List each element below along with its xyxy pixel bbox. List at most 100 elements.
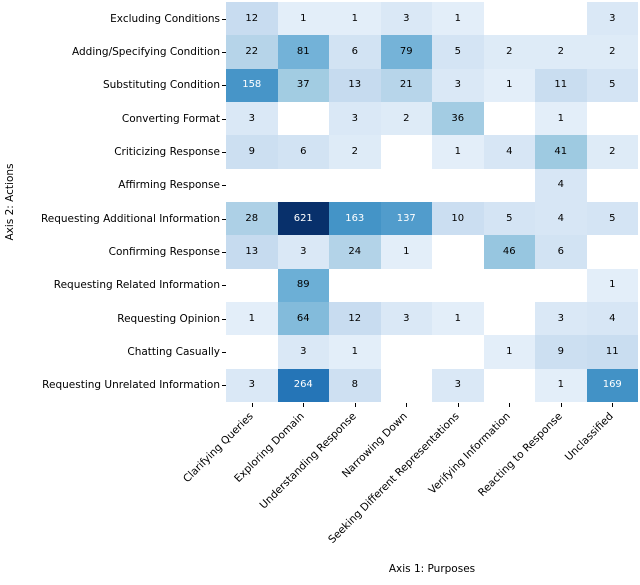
heatmap-cell (329, 168, 381, 202)
heatmap-plot: 12 1 1 3 1 3 22 81 6 79 5 2 2 2 158 37 13 21 3 1 11 5 3 3 2 36 1 9 6… (226, 2, 638, 402)
x-tick-mark (354, 403, 356, 407)
heatmap-cell (483, 368, 535, 402)
heatmap-cell: 2 (586, 135, 638, 169)
x-tick-mark (560, 403, 562, 407)
heatmap-cell: 21 (380, 68, 432, 102)
heatmap-cell: 1 (483, 68, 535, 102)
row-label: Criticizing Response (114, 145, 220, 158)
y-tick-mark (222, 218, 226, 220)
heatmap-cell (380, 368, 432, 402)
y-tick-mark (222, 85, 226, 87)
heatmap-cell (432, 335, 484, 369)
y-tick-mark (222, 118, 226, 120)
heatmap-cell (277, 168, 329, 202)
heatmap-cell (586, 101, 638, 136)
heatmap-cell: 1 (329, 2, 381, 36)
heatmap-cell: 3 (432, 368, 484, 402)
heatmap-cell: 3 (329, 101, 381, 136)
heatmap-cell: 2 (483, 35, 535, 69)
heatmap-cell: 81 (277, 35, 329, 69)
heatmap-cell: 8 (329, 368, 381, 402)
row-label: Substituting Condition (102, 79, 220, 92)
heatmap-cell: 28 (226, 201, 278, 236)
heatmap-cell (483, 268, 535, 302)
heatmap-cell: 158 (226, 68, 278, 102)
y-tick-mark (222, 52, 226, 53)
heatmap-cell: 3 (226, 368, 278, 402)
heatmap-cell: 10 (432, 201, 484, 236)
heatmap-cell: 24 (329, 235, 381, 269)
col-label: Clarifying Queries (180, 410, 256, 486)
x-tick-mark (612, 403, 614, 407)
x-tick-mark (457, 403, 459, 407)
heatmap-cell (535, 2, 587, 36)
heatmap-cell: 1 (432, 135, 484, 169)
row-label: Requesting Opinion (117, 312, 220, 325)
heatmap-cell: 3 (277, 335, 329, 369)
heatmap-cell (380, 268, 432, 302)
heatmap-cell: 264 (277, 368, 329, 402)
y-tick-mark (222, 318, 226, 320)
heatmap-cell (483, 101, 535, 136)
y-tick-mark (222, 185, 226, 187)
heatmap-cell: 6 (535, 235, 587, 269)
heatmap-cell (483, 2, 535, 36)
heatmap-cell: 11 (535, 68, 587, 102)
heatmap-cell: 3 (380, 301, 432, 336)
y-tick-mark (222, 352, 226, 353)
heatmap-cell (277, 101, 329, 136)
x-tick-mark (509, 403, 511, 407)
heatmap-cell: 1 (226, 301, 278, 336)
heatmap-cell: 1 (535, 101, 587, 136)
y-tick-mark (222, 385, 226, 387)
y-tick-mark (222, 152, 226, 153)
heatmap-cell: 1 (432, 2, 484, 36)
heatmap-cell (226, 168, 278, 202)
row-label: Adding/Specifying Condition (72, 45, 220, 58)
heatmap-cell: 37 (277, 68, 329, 102)
y-axis-tick-labels: Excluding Conditions Adding/Specifying Co… (0, 2, 220, 402)
heatmap-cell (226, 268, 278, 302)
heatmap-cell (586, 168, 638, 202)
row-label: Requesting Additional Information (40, 212, 220, 225)
heatmap-cell: 3 (380, 2, 432, 36)
heatmap-cell: 22 (226, 35, 278, 69)
heatmap-cell: 5 (586, 68, 638, 102)
x-tick-mark (406, 403, 408, 407)
heatmap-cell: 12 (226, 2, 278, 36)
row-label: Converting Format (121, 112, 220, 125)
x-axis-label: Axis 1: Purposes (388, 563, 476, 575)
heatmap-cell: 3 (535, 301, 587, 336)
y-tick-mark (222, 285, 226, 287)
heatmap-cell: 4 (535, 201, 587, 236)
heatmap-cell: 41 (535, 135, 587, 169)
heatmap-cell: 2 (380, 101, 432, 136)
heatmap-cell (535, 268, 587, 302)
heatmap-cell (380, 135, 432, 169)
x-tick-mark (303, 403, 305, 407)
heatmap-cell: 64 (277, 301, 329, 336)
heatmap-cell: 1 (535, 368, 587, 402)
row-label: Requesting Unrelated Information (42, 379, 220, 392)
heatmap-cell: 2 (586, 35, 638, 69)
heatmap-cell: 79 (380, 35, 432, 69)
heatmap-cell: 5 (586, 201, 638, 236)
heatmap-cell: 6 (329, 35, 381, 69)
heatmap-cell: 163 (329, 201, 381, 236)
heatmap-cell: 9 (226, 135, 278, 169)
heatmap-cell: 3 (586, 2, 638, 36)
row-label: Requesting Related Information (53, 279, 220, 292)
heatmap-cell: 5 (483, 201, 535, 236)
heatmap-cell: 13 (329, 68, 381, 102)
row-label: Excluding Conditions (110, 12, 220, 25)
heatmap-cell (483, 168, 535, 202)
heatmap-cell: 621 (277, 201, 329, 236)
heatmap-cell: 3 (432, 68, 484, 102)
heatmap-cell (432, 168, 484, 202)
y-tick-mark (222, 18, 226, 20)
row-label: Confirming Response (108, 245, 220, 258)
heatmap-cell: 1 (483, 335, 535, 369)
heatmap-cell (586, 235, 638, 269)
heatmap-cell: 5 (432, 35, 484, 69)
heatmap-cell (329, 268, 381, 302)
